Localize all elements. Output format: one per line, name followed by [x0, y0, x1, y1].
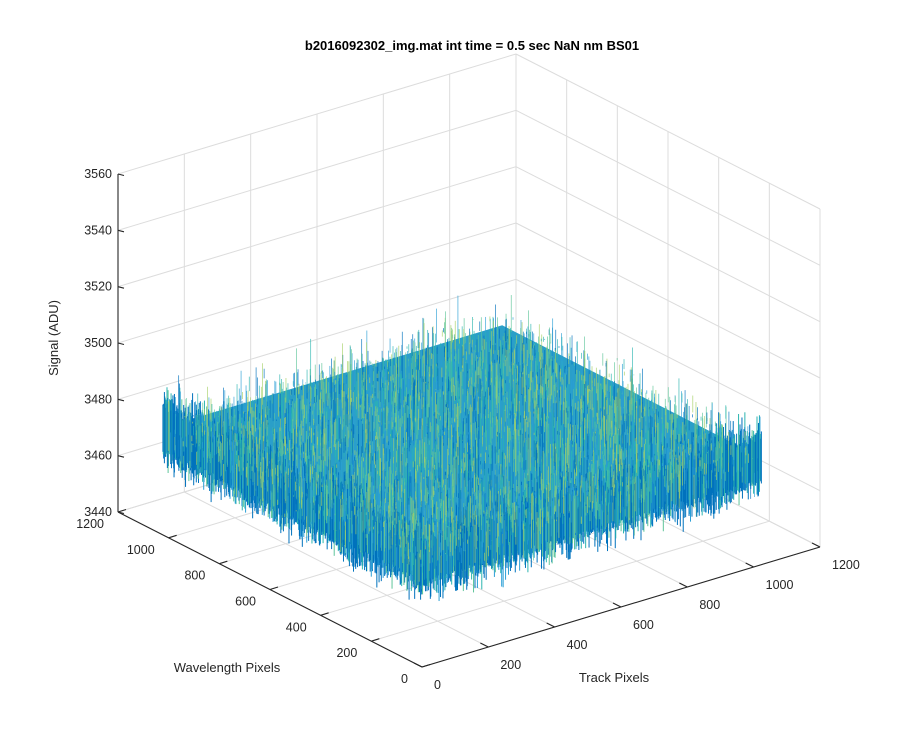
- x-tick: [745, 562, 754, 568]
- x-tick-label: 400: [567, 638, 588, 652]
- z-tick: [117, 342, 125, 346]
- z-tick-label: 3440: [84, 505, 112, 519]
- z-tick-label: 3540: [84, 223, 112, 237]
- y-tick: [371, 638, 380, 642]
- z-axis-label: Signal (ADU): [46, 300, 61, 376]
- z-tick: [117, 173, 125, 177]
- y-tick: [320, 612, 329, 616]
- x-tick-label: 600: [633, 618, 654, 632]
- chart-title: b2016092302_img.mat int time = 0.5 sec N…: [305, 38, 639, 53]
- x-axis-label: Track Pixels: [579, 670, 650, 685]
- y-tick-label: 1000: [127, 543, 155, 557]
- y-tick: [421, 663, 431, 668]
- wall-grid-line: [515, 278, 821, 435]
- x-tick: [546, 622, 555, 628]
- x-tick: [612, 602, 622, 608]
- wall-grid-line: [117, 53, 517, 175]
- x-tick: [679, 582, 688, 588]
- wall-grid-line: [515, 222, 821, 379]
- y-tick-label: 1200: [76, 517, 104, 531]
- x-tick-label: 1200: [832, 558, 860, 572]
- y-tick-label: 800: [184, 569, 205, 583]
- surface-noise-spikes: [167, 295, 759, 587]
- z-tick: [117, 398, 125, 402]
- y-tick-label: 0: [401, 672, 408, 686]
- y-tick-label: 600: [235, 595, 256, 609]
- y-tick: [269, 586, 279, 591]
- wall-grid-line: [117, 278, 517, 400]
- z-tick: [117, 229, 125, 233]
- z-tick-label: 3560: [84, 167, 112, 181]
- wall-grid-line: [117, 222, 517, 344]
- wall-grid-line: [515, 53, 821, 210]
- surface-layer: [162, 295, 762, 602]
- y-tick: [168, 534, 177, 539]
- z-tick-label: 3500: [84, 336, 112, 350]
- x-tick: [811, 542, 821, 548]
- wall-grid-line: [117, 109, 517, 231]
- z-tick-label: 3480: [84, 392, 112, 406]
- wall-grid-line: [117, 166, 517, 288]
- x-tick: [480, 642, 489, 648]
- y-tick: [117, 508, 127, 513]
- y-tick-label: 400: [286, 620, 307, 634]
- x-tick-label: 200: [500, 658, 521, 672]
- y-axis-label: Wavelength Pixels: [174, 660, 281, 675]
- z-tick-label: 3460: [84, 449, 112, 463]
- z-tick-label: 3520: [84, 280, 112, 294]
- axis-layer: 3440 3460 3480 3500 3520 3540 3560 0 200 400 600 80…: [76, 167, 860, 692]
- floor-grid-line: [371, 520, 770, 642]
- wall-grid-line: [515, 166, 821, 323]
- z-tick: [117, 286, 125, 289]
- x-tick-label: 0: [434, 678, 441, 692]
- wall-grid-line: [515, 109, 821, 266]
- x-tick-label: 1000: [766, 578, 794, 592]
- x-tick-label: 800: [699, 598, 720, 612]
- y-tick: [219, 560, 228, 565]
- z-tick: [117, 455, 125, 458]
- y-tick-label: 200: [336, 646, 357, 660]
- x-tick: [413, 662, 423, 668]
